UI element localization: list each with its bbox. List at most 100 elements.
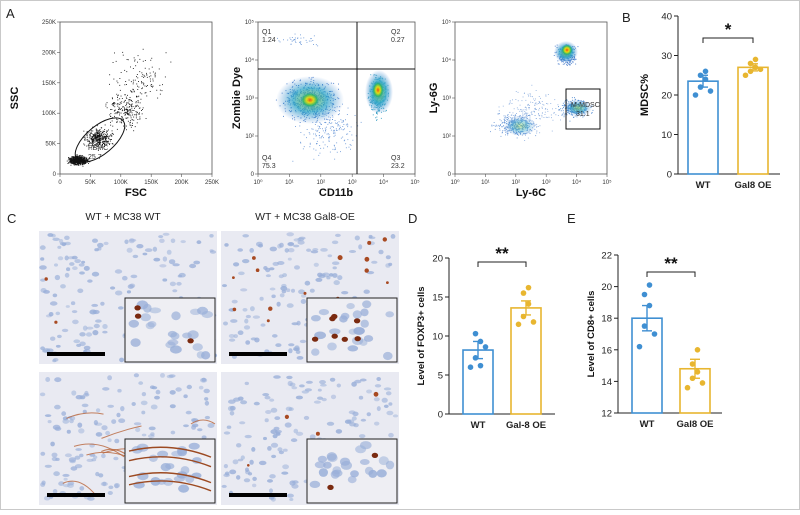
bar: [687, 80, 719, 175]
event-dot: [146, 74, 148, 76]
event-dot: [108, 135, 110, 137]
event-dot: [524, 113, 526, 115]
event-dot: [112, 104, 114, 106]
event-dot: [80, 162, 82, 164]
event-dot: [68, 162, 69, 164]
event-dot: [498, 124, 500, 126]
nucleus: [385, 263, 391, 268]
event-dot: [135, 101, 137, 103]
event-dot: [116, 118, 117, 120]
event-dot: [115, 112, 117, 114]
event-dot: [96, 139, 98, 141]
nucleus: [77, 422, 83, 428]
event-dot: [74, 157, 76, 159]
event-dot: [96, 136, 98, 138]
event-dot: [291, 40, 293, 42]
event-dot: [507, 115, 509, 117]
event-dot: [114, 110, 116, 111]
nucleus: [341, 291, 349, 295]
data-point: [515, 321, 522, 328]
event-dot: [541, 107, 543, 109]
event-dot: [154, 73, 156, 75]
event-dot: [333, 126, 334, 128]
event-dot: [531, 84, 533, 86]
y-tick-label: 18: [601, 314, 612, 325]
event-dot: [108, 136, 110, 138]
event-dot: [517, 91, 519, 93]
nucleus: [315, 277, 323, 282]
nucleus: [244, 434, 252, 439]
nucleus: [226, 425, 232, 429]
event-dot: [340, 119, 342, 121]
event-dot: [332, 119, 333, 120]
event-dot: [98, 144, 100, 146]
event-dot: [136, 95, 138, 97]
inset-nucleus: [352, 310, 362, 319]
nucleus: [63, 484, 70, 488]
event-dot: [319, 126, 320, 128]
event-dot: [119, 101, 121, 103]
event-dot: [95, 128, 97, 130]
event-dot: [89, 135, 91, 137]
event-dot: [67, 159, 69, 161]
event-dot: [135, 105, 137, 107]
nucleus: [83, 345, 91, 350]
event-dot: [333, 144, 335, 146]
event-dot: [519, 110, 521, 112]
event-dot: [132, 88, 134, 90]
event-dot: [516, 113, 517, 114]
event-dot: [76, 155, 78, 157]
event-dot: [345, 119, 346, 121]
event-dot: [92, 139, 94, 141]
event-dot: [89, 157, 90, 159]
nucleus: [296, 320, 301, 326]
inset-nucleus: [314, 331, 326, 340]
nucleus: [117, 388, 122, 393]
inset-stained-fiber: [128, 472, 212, 484]
nucleus: [233, 334, 238, 339]
event-dot: [152, 86, 153, 88]
event-dot: [141, 82, 142, 84]
data-point: [641, 291, 648, 298]
event-dot: [343, 120, 344, 122]
event-dot: [79, 156, 80, 158]
category-label: WT: [471, 420, 486, 431]
nucleus: [230, 319, 238, 323]
data-point: [697, 84, 704, 90]
event-dot: [70, 159, 72, 161]
nucleus: [327, 254, 333, 258]
event-dot: [91, 139, 93, 141]
nucleus: [376, 377, 382, 381]
event-dot: [100, 131, 102, 133]
nucleus: [77, 288, 84, 294]
nucleus: [270, 407, 278, 413]
event-dot: [131, 91, 133, 93]
event-dot: [133, 119, 135, 121]
event-dot: [100, 138, 102, 140]
event-dot: [121, 110, 123, 112]
event-dot: [117, 82, 119, 84]
event-dot: [113, 110, 115, 112]
nucleus: [131, 402, 136, 406]
nucleus: [102, 387, 110, 391]
nucleus: [263, 266, 268, 270]
event-dot: [82, 157, 84, 158]
event-dot: [137, 96, 139, 98]
event-dot: [328, 137, 330, 139]
nucleus: [128, 238, 135, 244]
event-dot: [503, 128, 505, 130]
nucleus: [250, 306, 255, 312]
event-dot: [144, 76, 146, 78]
event-dot: [109, 140, 111, 142]
event-dot: [80, 157, 82, 159]
nucleus: [310, 250, 319, 254]
event-dot: [95, 144, 97, 146]
event-dot: [315, 129, 317, 131]
event-dot: [323, 147, 325, 149]
nucleus: [141, 410, 146, 415]
event-dot: [283, 39, 284, 41]
event-dot: [501, 126, 503, 128]
event-dot: [132, 106, 134, 107]
event-dot: [530, 101, 532, 103]
event-dot: [536, 103, 538, 105]
